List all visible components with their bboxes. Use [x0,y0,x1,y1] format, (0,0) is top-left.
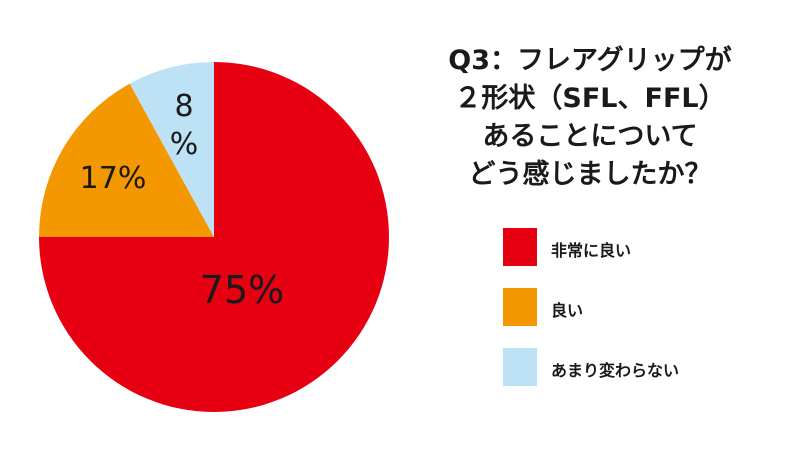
legend-label-very-good: 非常に良い [551,241,632,260]
legend-swatch-very-good [503,228,537,266]
legend-swatch-not-much-different [503,348,537,386]
pie-slice-not-much-different [129,62,214,237]
legend-swatch-good [503,288,537,326]
question-line-4: どう感じましたか？ [468,159,712,190]
pie-chart: 75% 17% 8% [39,62,389,412]
pie-label-very-good: 75% [200,268,284,312]
question-title: Q3：フレアグリップが ２形状（SFL、FFL） あることについて どう感じまし… [430,42,750,194]
question-line-2: ２形状（SFL、FFL） [454,83,726,114]
pie-label-not-much-different: 8% [170,89,199,162]
question-line-3: あることについて [482,121,698,152]
pie-label-good: 17% [80,161,147,196]
question-line-1: Q3：フレアグリップが [448,45,732,76]
legend-label-good: 良い [551,301,584,320]
legend-label-not-much-different: あまり変わらない [551,361,680,380]
pie-slice-good [39,83,214,237]
